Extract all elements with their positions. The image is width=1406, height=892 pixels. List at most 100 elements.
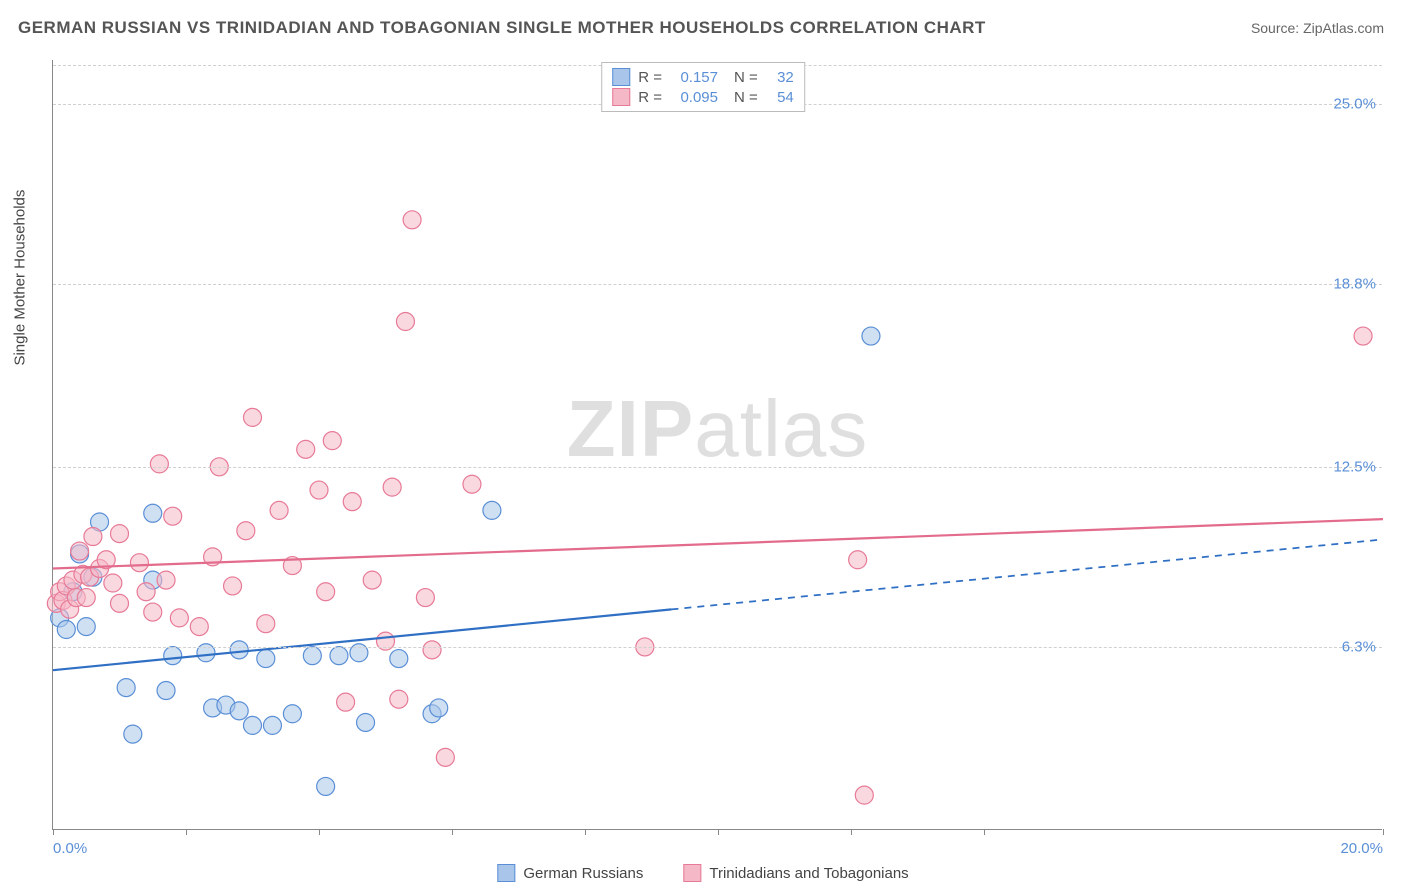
scatter-point (303, 647, 321, 665)
x-tick-label: 20.0% (1340, 840, 1383, 857)
legend-n-value-b: 54 (766, 89, 794, 106)
scatter-point (430, 699, 448, 717)
legend-r-label: R = (638, 69, 662, 86)
legend-swatch-series-b (612, 88, 630, 106)
scatter-point (403, 211, 421, 229)
scatter-point (190, 618, 208, 636)
scatter-point (383, 478, 401, 496)
scatter-point (84, 528, 102, 546)
scatter-point (270, 501, 288, 519)
x-tick (851, 829, 852, 835)
scatter-point (357, 713, 375, 731)
scatter-point (57, 621, 75, 639)
scatter-point (170, 609, 188, 627)
scatter-point (330, 647, 348, 665)
scatter-point (71, 542, 89, 560)
x-tick (718, 829, 719, 835)
scatter-point (463, 475, 481, 493)
scatter-point (150, 455, 168, 473)
scatter-point (137, 583, 155, 601)
scatter-point (317, 777, 335, 795)
scatter-point (390, 650, 408, 668)
x-tick (984, 829, 985, 835)
scatter-point (483, 501, 501, 519)
scatter-point (111, 525, 129, 543)
legend-r-value-a: 0.157 (670, 69, 718, 86)
legend-bottom-label-b: Trinidadians and Tobagonians (709, 865, 908, 882)
scatter-point (849, 551, 867, 569)
scatter-point (230, 702, 248, 720)
scatter-point (164, 507, 182, 525)
y-axis-title: Single Mother Households (12, 190, 29, 366)
scatter-point (317, 583, 335, 601)
scatter-point (855, 786, 873, 804)
scatter-point (862, 327, 880, 345)
plot-area: ZIPatlas 6.3%12.5%18.8%25.0%0.0%20.0% (52, 60, 1382, 830)
scatter-point (157, 571, 175, 589)
source-attribution: Source: ZipAtlas.com (1251, 20, 1384, 36)
legend-bottom: German Russians Trinidadians and Tobagon… (497, 864, 908, 882)
scatter-point (144, 603, 162, 621)
x-tick (452, 829, 453, 835)
y-tick-label: 12.5% (1333, 458, 1376, 475)
y-tick-label: 25.0% (1333, 95, 1376, 112)
scatter-point (77, 589, 95, 607)
scatter-point (164, 647, 182, 665)
legend-n-value-a: 32 (766, 69, 794, 86)
x-tick (585, 829, 586, 835)
x-tick-label: 0.0% (53, 840, 87, 857)
scatter-point (257, 615, 275, 633)
x-tick (186, 829, 187, 835)
legend-swatch-bottom-a (497, 864, 515, 882)
x-tick (319, 829, 320, 835)
scatter-point (144, 504, 162, 522)
legend-swatch-bottom-b (683, 864, 701, 882)
scatter-point (423, 641, 441, 659)
y-tick-label: 6.3% (1342, 638, 1376, 655)
legend-bottom-label-a: German Russians (523, 865, 643, 882)
x-tick (1383, 829, 1384, 835)
scatter-point (124, 725, 142, 743)
legend-r-value-b: 0.095 (670, 89, 718, 106)
scatter-point (244, 716, 262, 734)
scatter-point (396, 313, 414, 331)
legend-bottom-item-a: German Russians (497, 864, 643, 882)
grid-line-h (53, 467, 1382, 468)
legend-row-series-b: R = 0.095 N = 54 (612, 87, 794, 107)
scatter-point (416, 589, 434, 607)
scatter-point (157, 682, 175, 700)
scatter-point (363, 571, 381, 589)
scatter-point (257, 650, 275, 668)
scatter-point (337, 693, 355, 711)
x-tick (53, 829, 54, 835)
scatter-point (224, 577, 242, 595)
grid-line-h (53, 284, 1382, 285)
scatter-point (244, 408, 262, 426)
legend-correlation-box: R = 0.157 N = 32 R = 0.095 N = 54 (601, 62, 805, 112)
scatter-point (237, 522, 255, 540)
chart-svg (53, 60, 1382, 829)
scatter-point (130, 554, 148, 572)
scatter-point (1354, 327, 1372, 345)
scatter-point (323, 432, 341, 450)
scatter-point (310, 481, 328, 499)
scatter-point (283, 705, 301, 723)
scatter-point (77, 618, 95, 636)
grid-line-h (53, 647, 1382, 648)
scatter-point (117, 679, 135, 697)
legend-r-label: R = (638, 89, 662, 106)
scatter-point (104, 574, 122, 592)
y-tick-label: 18.8% (1333, 275, 1376, 292)
legend-n-label: N = (734, 69, 758, 86)
scatter-point (263, 716, 281, 734)
legend-n-label: N = (734, 89, 758, 106)
scatter-point (390, 690, 408, 708)
scatter-point (343, 493, 361, 511)
scatter-point (111, 594, 129, 612)
scatter-point (436, 748, 454, 766)
scatter-point (230, 641, 248, 659)
legend-row-series-a: R = 0.157 N = 32 (612, 67, 794, 87)
scatter-point (297, 440, 315, 458)
legend-bottom-item-b: Trinidadians and Tobagonians (683, 864, 908, 882)
legend-swatch-series-a (612, 68, 630, 86)
